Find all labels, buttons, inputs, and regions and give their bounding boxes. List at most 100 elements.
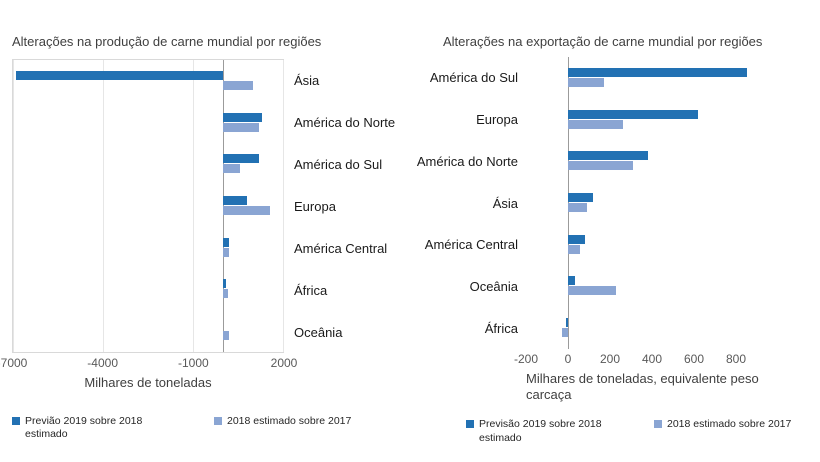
category-label: América do Norte	[416, 153, 518, 169]
chart-title: Alterações na produção de carne mundial …	[12, 34, 322, 49]
legend-item: 2018 estimado sobre 2017	[654, 418, 791, 432]
legend: Previsão 2019 sobre 2018 estimado 2018 es…	[466, 418, 814, 445]
category-labels: América do Sul Europa América do Norte Ásia…	[416, 57, 526, 349]
bar-forecast-2019	[565, 318, 568, 328]
bar-forecast-2019	[568, 109, 699, 119]
gridline	[103, 60, 104, 352]
x-tick-label: -200	[513, 352, 539, 366]
bar-row	[13, 269, 283, 311]
gridline	[193, 60, 194, 352]
x-tick-label: 400	[641, 352, 663, 366]
legend-label: Previão 2019 sobre 2018 estimado	[25, 414, 143, 441]
bar-estimate-2018	[561, 328, 568, 338]
category-label: América do Norte	[294, 114, 396, 130]
bar-forecast-2019	[568, 193, 594, 203]
bar-estimate-2018	[568, 203, 587, 213]
bar-row	[526, 57, 778, 99]
bar-forecast-2019	[223, 154, 259, 164]
category-label: Europa	[294, 198, 336, 214]
legend-swatch	[466, 420, 474, 429]
category-label: América do Sul	[429, 70, 518, 86]
bar-row	[526, 266, 778, 308]
x-tick-label: 800	[725, 352, 747, 366]
category-label: Oceânia	[294, 324, 343, 340]
category-label: Oceânia	[469, 278, 518, 294]
bar-row	[526, 182, 778, 224]
legend-item: Previsão 2019 sobre 2018 estimado	[466, 418, 604, 445]
production-chart: Alterações na produção de carne mundial …	[0, 34, 412, 442]
bar-estimate-2018	[223, 331, 229, 341]
legend-swatch	[214, 416, 222, 425]
legend-label: 2018 estimado sobre 2017	[667, 418, 792, 431]
bar-rows	[13, 60, 283, 352]
bar-row	[526, 99, 778, 141]
category-label: América Central	[424, 237, 518, 253]
bar-estimate-2018	[223, 289, 228, 299]
bar-forecast-2019	[223, 196, 247, 206]
bar-forecast-2019	[568, 276, 576, 286]
zero-axis-line	[223, 60, 224, 352]
x-axis-title: Milhares de toneladas, equivalente peso …	[526, 371, 759, 402]
legend-label: 2018 estimado sobre 2017	[227, 414, 352, 427]
x-tick-label: -4000	[87, 356, 119, 370]
category-label: África	[484, 320, 518, 336]
bar-forecast-2019	[568, 234, 585, 244]
category-label: América Central	[294, 240, 388, 256]
bar-rows	[526, 57, 778, 349]
bar-estimate-2018	[568, 244, 580, 254]
x-axis-ticks: -200 0 200 400 600 800	[514, 352, 778, 367]
x-tick-label: -1000	[177, 356, 209, 370]
bar-estimate-2018	[223, 80, 253, 90]
x-tick-label: 0	[564, 352, 572, 366]
bar-row	[13, 102, 283, 144]
category-label: Ásia	[492, 195, 518, 211]
bar-estimate-2018	[568, 119, 623, 129]
bar-forecast-2019	[568, 151, 648, 161]
category-label: Ásia	[294, 72, 320, 88]
bar-estimate-2018	[568, 77, 604, 87]
bar-forecast-2019	[223, 237, 229, 247]
category-labels: Ásia América do Norte América do Sul Europa…	[284, 59, 402, 353]
zero-axis-line	[568, 57, 569, 349]
bar-row	[13, 143, 283, 185]
bar-row	[13, 227, 283, 269]
bar-estimate-2018	[223, 164, 240, 174]
legend-swatch	[654, 420, 662, 429]
legend: Previão 2019 sobre 2018 estimado 2018 est…	[12, 415, 412, 442]
bar-estimate-2018	[568, 286, 617, 296]
bar-forecast-2019	[568, 67, 747, 77]
legend-item: 2018 estimado sobre 2017	[214, 415, 351, 429]
bar-estimate-2018	[568, 161, 634, 171]
x-axis-title: Milhares de toneladas	[84, 375, 212, 390]
legend-label: Previsão 2019 sobre 2018 estimado	[479, 418, 602, 444]
bar-forecast-2019	[223, 112, 262, 122]
x-axis-ticks: -7000 -4000 -1000 2000	[0, 356, 297, 371]
bar-estimate-2018	[223, 122, 259, 132]
x-tick-label: 200	[599, 352, 621, 366]
bar-row	[526, 140, 778, 182]
bar-forecast-2019	[15, 70, 223, 80]
legend-swatch	[12, 416, 20, 425]
gridline	[283, 60, 284, 352]
bar-row	[13, 60, 283, 102]
plot-area	[526, 57, 778, 349]
gridline	[13, 60, 14, 352]
export-chart: Alterações na exportação de carne mundia…	[416, 34, 814, 445]
bar-row	[526, 224, 778, 266]
bar-forecast-2019	[223, 279, 226, 289]
x-tick-label: -7000	[0, 356, 28, 370]
x-tick-label: 2000	[270, 356, 298, 370]
bar-estimate-2018	[223, 206, 270, 216]
chart-title: Alterações na exportação de carne mundia…	[443, 34, 763, 49]
bar-estimate-2018	[223, 247, 229, 257]
bar-row	[13, 185, 283, 227]
x-tick-label: 600	[683, 352, 705, 366]
legend-item: Previão 2019 sobre 2018 estimado	[12, 415, 150, 442]
category-label: Europa	[476, 112, 518, 128]
chart-body: América do Sul Europa América do Norte Ásia…	[416, 57, 814, 349]
bar-row	[526, 307, 778, 349]
category-label: América do Sul	[294, 156, 383, 172]
category-label: África	[294, 282, 328, 298]
bar-row	[13, 310, 283, 352]
